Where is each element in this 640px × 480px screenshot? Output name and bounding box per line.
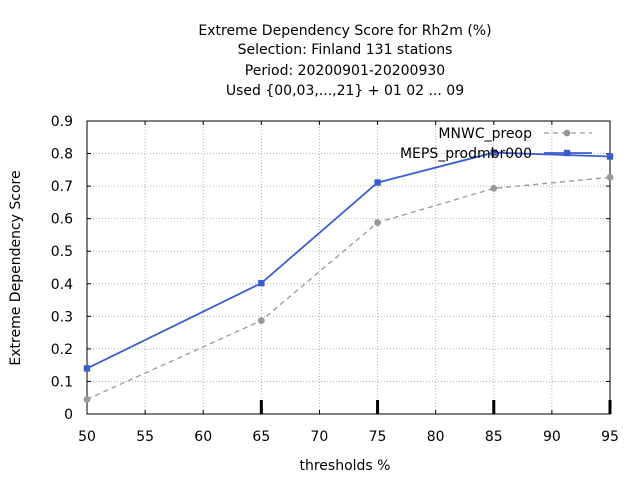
- legend-label: MEPS_prodmbr000: [400, 146, 532, 162]
- grid: [87, 121, 610, 414]
- data-point-MNWC_preop: [374, 219, 381, 226]
- y-tick-label: 0: [64, 407, 73, 423]
- x-tick-label: 85: [485, 429, 503, 445]
- data-point-MEPS_prodmbr000: [374, 179, 381, 186]
- x-tick-label: 60: [194, 429, 212, 445]
- data-point-MNWC_preop: [257, 317, 265, 324]
- title-line-1: Extreme Dependency Score for Rh2m (%): [198, 23, 491, 39]
- legend-marker-MNWC_preop: [563, 129, 571, 137]
- x-tick-label: 55: [136, 429, 154, 445]
- title-line-4: Used {00,03,...,21} + 01 02 ... 09: [226, 83, 464, 99]
- y-tick-label: 0.2: [51, 342, 73, 358]
- series-group: [83, 149, 614, 403]
- x-tick-label: 50: [78, 429, 96, 445]
- legend-marker-MEPS_prodmbr000: [563, 149, 571, 157]
- y-axis: 0 0.1 0.2 0.3 0.4 0.5 0.6 0.7 0.8 0.9: [51, 114, 610, 423]
- title-line-2: Selection: Finland 131 stations: [238, 42, 453, 58]
- x-axis-label: thresholds %: [300, 458, 391, 474]
- y-tick-label: 0.7: [51, 179, 73, 195]
- legend: MNWC_preop MEPS_prodmbr000: [400, 126, 592, 162]
- series-line-MNWC_preop: [86, 176, 611, 400]
- y-tick-label: 0.3: [51, 309, 73, 325]
- y-tick-label: 0.5: [51, 244, 73, 260]
- chart-title: Extreme Dependency Score for Rh2m (%) Se…: [198, 23, 491, 99]
- plot-area-border: [86, 120, 611, 415]
- y-axis-label: Extreme Dependency Score: [8, 170, 24, 365]
- x-tick-label: 65: [252, 429, 270, 445]
- data-point-MNWC_preop: [606, 173, 614, 181]
- series-line-MEPS_prodmbr000: [86, 151, 611, 370]
- data-point-MEPS_prodmbr000: [490, 149, 497, 156]
- data-point-MNWC_preop: [490, 184, 498, 192]
- legend-label: MNWC_preop: [438, 126, 532, 142]
- y-tick-label: 0.6: [51, 212, 73, 228]
- data-point-MEPS_prodmbr000: [606, 153, 614, 160]
- y-tick-label: 0.8: [51, 147, 73, 163]
- y-tick-label: 0.4: [51, 277, 73, 293]
- y-tick-label: 0.1: [51, 374, 73, 390]
- x-tick-label: 90: [543, 429, 561, 445]
- title-line-3: Period: 20200901-20200930: [245, 63, 445, 79]
- x-tick-label: 80: [427, 429, 445, 445]
- x-axis: 50 55 60 65 70 75 80 85 90 95: [78, 121, 619, 445]
- data-point-MEPS_prodmbr000: [258, 279, 265, 287]
- x-tick-label: 70: [311, 429, 329, 445]
- data-point-MNWC_preop: [83, 395, 91, 403]
- y-tick-label: 0.9: [51, 114, 73, 130]
- x-tick-label: 75: [369, 429, 387, 445]
- x-tick-label: 95: [601, 429, 619, 445]
- data-point-MEPS_prodmbr000: [83, 365, 91, 372]
